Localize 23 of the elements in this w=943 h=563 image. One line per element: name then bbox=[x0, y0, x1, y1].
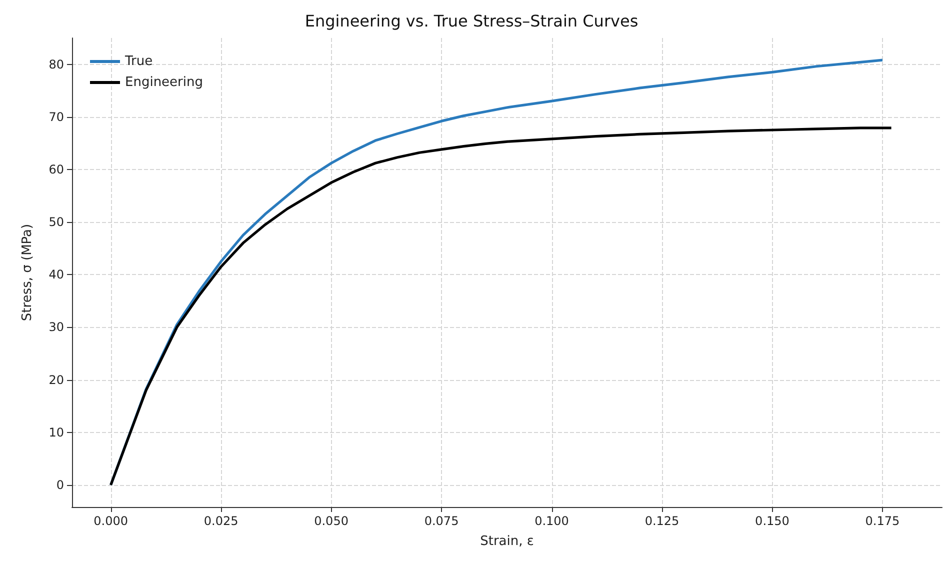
legend-label: True bbox=[124, 54, 153, 69]
y-tick-label: 10 bbox=[48, 425, 64, 440]
y-tick-label: 30 bbox=[48, 320, 64, 334]
y-tick-label: 80 bbox=[48, 57, 64, 72]
legend-label: Engineering bbox=[125, 75, 203, 90]
x-tick-label: 0.075 bbox=[424, 514, 459, 528]
x-tick-label: 0.125 bbox=[644, 514, 680, 528]
x-axis-title: Strain, ε bbox=[480, 534, 534, 549]
x-tick-label: 0.000 bbox=[94, 514, 128, 528]
line-series bbox=[110, 126, 893, 486]
y-axis-title: Stress, σ (MPa) bbox=[20, 224, 35, 322]
y-tick-label: 40 bbox=[48, 268, 64, 282]
y-tick-label: 70 bbox=[48, 110, 64, 124]
x-tick-label: 0.175 bbox=[865, 514, 900, 528]
x-tick-label: 0.050 bbox=[314, 514, 348, 528]
x-tick-label: 0.150 bbox=[755, 514, 790, 528]
y-tick-label: 0 bbox=[56, 478, 64, 492]
y-tick-label: 20 bbox=[48, 372, 64, 387]
y-tick-label: 50 bbox=[48, 215, 64, 230]
chart-title: Engineering vs. True Stress–Strain Curves bbox=[304, 12, 638, 30]
x-tick-label: 0.100 bbox=[534, 514, 569, 528]
x-tick-label: 0.025 bbox=[204, 514, 238, 528]
y-tick-label: 60 bbox=[48, 162, 64, 176]
